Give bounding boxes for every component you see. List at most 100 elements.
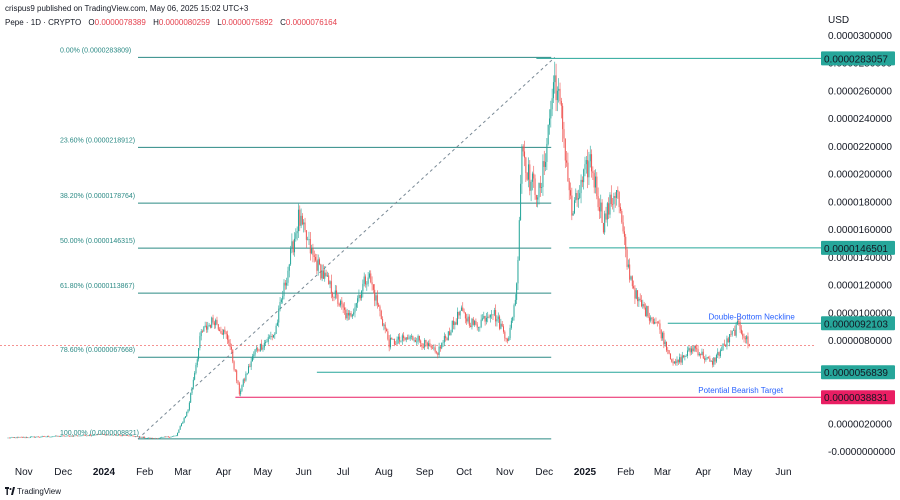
candle — [225, 331, 227, 339]
candle — [710, 360, 712, 362]
candle-body — [106, 434, 108, 436]
x-tick-label: Jun — [296, 467, 312, 478]
candle — [61, 435, 63, 437]
candle-body — [595, 176, 597, 188]
candle — [634, 285, 636, 304]
candle — [267, 334, 269, 345]
candle — [612, 198, 614, 210]
candle — [305, 230, 307, 248]
candle-body — [77, 435, 79, 437]
candle-body — [517, 260, 519, 284]
candle — [98, 434, 100, 435]
candle-body — [647, 306, 649, 318]
candle-body — [245, 373, 247, 381]
candle — [497, 312, 499, 323]
candle — [623, 226, 625, 245]
candle-body — [251, 356, 253, 362]
candle — [187, 409, 189, 414]
candle-body — [681, 355, 683, 363]
candle — [40, 436, 42, 438]
candle-body — [512, 317, 514, 321]
x-axis[interactable]: Nov Dec 2024 Feb Mar Apr May Jun Jul Aug Sep Oct Nov… — [15, 467, 792, 478]
y-tick-label: 0.0000100000 — [828, 308, 892, 319]
candle-body — [333, 296, 335, 298]
candle-body — [230, 346, 232, 350]
candle — [641, 295, 643, 308]
footer-brand[interactable]: TradingView — [5, 487, 61, 496]
candle-body — [244, 379, 246, 381]
candle — [535, 194, 537, 207]
candle-body — [496, 319, 498, 322]
candle — [313, 250, 315, 263]
chart-annotation: Double-Bottom Neckline — [709, 312, 796, 321]
x-tick-label: Mar — [174, 467, 192, 478]
candle — [488, 314, 490, 319]
open-key: O — [88, 18, 95, 27]
candle — [128, 435, 130, 437]
candle — [545, 153, 547, 172]
close-value: 0.0000076164 — [285, 18, 338, 27]
candle — [232, 349, 234, 364]
candle-body — [551, 98, 553, 110]
candle-body — [357, 298, 359, 304]
candle-body — [64, 435, 66, 437]
candle — [743, 333, 745, 343]
candle-body — [409, 336, 411, 339]
candle-body — [274, 333, 276, 336]
candle-body — [422, 347, 424, 348]
candle-body — [35, 436, 37, 438]
candle-body — [489, 314, 491, 318]
candle — [78, 435, 80, 437]
candle — [161, 436, 163, 439]
candle — [639, 293, 641, 302]
candle — [675, 358, 677, 366]
candle — [217, 323, 219, 331]
symbol-label: Pepe · 1D · CRYPTO — [5, 18, 82, 27]
candle — [292, 239, 294, 256]
candle-body — [630, 276, 632, 280]
candle — [325, 269, 327, 277]
candle — [31, 436, 33, 438]
candle — [301, 213, 303, 226]
candle — [677, 359, 679, 366]
candle — [537, 194, 539, 208]
candle-body — [731, 330, 733, 335]
candle-body — [659, 323, 661, 330]
candle — [380, 309, 382, 320]
candle-body — [483, 315, 485, 319]
candle-body — [655, 322, 657, 323]
candle-body — [434, 347, 436, 352]
candle-body — [466, 318, 468, 322]
candle — [655, 317, 657, 324]
candle — [52, 436, 54, 438]
candle-body — [552, 82, 554, 99]
publisher-header: crispus9 published on TradingView.com, M… — [5, 4, 249, 13]
candle — [171, 436, 173, 437]
candle — [86, 435, 88, 437]
candle — [74, 435, 76, 437]
candle-body — [435, 351, 437, 353]
candle-body — [321, 270, 323, 279]
fib-level-label: 78.60% (0.0000067668) — [60, 347, 135, 354]
candle-body — [587, 160, 589, 178]
y-axis[interactable]: USD0.00003000000.00002800000.00002600000… — [821, 15, 896, 458]
candle-body — [604, 213, 606, 233]
candle — [36, 436, 38, 438]
candle-body — [225, 332, 227, 335]
candle-body — [744, 338, 746, 340]
candle-body — [421, 343, 423, 348]
candle-body — [163, 436, 165, 438]
candle — [609, 192, 611, 219]
candle-body — [340, 300, 342, 306]
candle — [539, 175, 541, 197]
candle-body — [177, 432, 179, 436]
candle — [534, 174, 536, 200]
candle — [350, 311, 352, 318]
candle — [220, 326, 222, 334]
candle — [631, 275, 633, 289]
candle — [96, 433, 98, 436]
candle-body — [249, 366, 251, 367]
candle — [583, 168, 585, 190]
candle — [457, 307, 459, 326]
